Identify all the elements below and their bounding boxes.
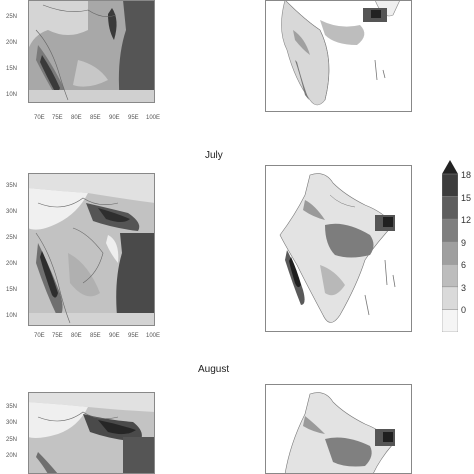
colorbar-segment (442, 241, 458, 265)
y-tick: 35N (6, 183, 18, 189)
x-tick: 90E (109, 333, 120, 339)
map-panel-row1-left (28, 0, 155, 103)
y-tick: 30N (6, 420, 18, 426)
y-tick: 20N (6, 261, 18, 267)
x-tick: 75E (52, 333, 63, 339)
x-tick: 75E (52, 115, 63, 121)
x-tick: 100E (146, 115, 161, 121)
colorbar-label: 18 (461, 170, 472, 180)
map-panel-row3-right (265, 384, 412, 474)
x-tick: 100E (146, 333, 161, 339)
x-tick: 95E (128, 115, 139, 121)
y-tick: 30N (6, 209, 18, 215)
map-panel-row2-right (265, 165, 412, 332)
x-tick: 70E (34, 333, 45, 339)
map-panel-row3-left (28, 392, 155, 474)
x-tick: 85E (90, 333, 101, 339)
colorbar-label: 6 (461, 260, 467, 271)
y-tick: 25N (6, 14, 18, 20)
map-panel-row1-right (265, 0, 412, 112)
colorbar-segment (442, 286, 458, 310)
colorbar-segment (442, 173, 458, 197)
x-tick: 70E (34, 115, 45, 121)
colorbar-segment (442, 309, 458, 332)
colorbar-segment (442, 218, 458, 242)
colorbar-label: 0 (461, 305, 467, 316)
y-tick: 20N (6, 40, 18, 46)
colorbar-segment (442, 196, 458, 220)
colorbar-arrow (442, 160, 458, 174)
colorbar-label: 15 (461, 192, 472, 203)
y-tick: 20N (6, 453, 18, 459)
y-tick: 15N (6, 66, 18, 72)
y-tick: 15N (6, 287, 18, 293)
x-tick: 95E (128, 333, 139, 339)
y-tick: 10N (6, 313, 18, 319)
colorbar (442, 160, 458, 332)
y-tick: 25N (6, 235, 18, 241)
x-tick: 90E (109, 115, 120, 121)
x-tick: 85E (90, 115, 101, 121)
y-tick: 35N (6, 404, 18, 410)
colorbar-label: 9 (461, 237, 467, 248)
month-label-august: August (198, 364, 230, 375)
colorbar-label: 12 (461, 215, 472, 226)
y-tick: 25N (6, 437, 18, 443)
y-tick: 10N (6, 92, 18, 98)
colorbar-label: 3 (461, 282, 467, 293)
x-tick: 80E (71, 333, 82, 339)
map-panel-row2-left (28, 173, 155, 326)
colorbar-segment (442, 264, 458, 288)
month-label-july: July (205, 150, 223, 161)
x-tick: 80E (71, 115, 82, 121)
